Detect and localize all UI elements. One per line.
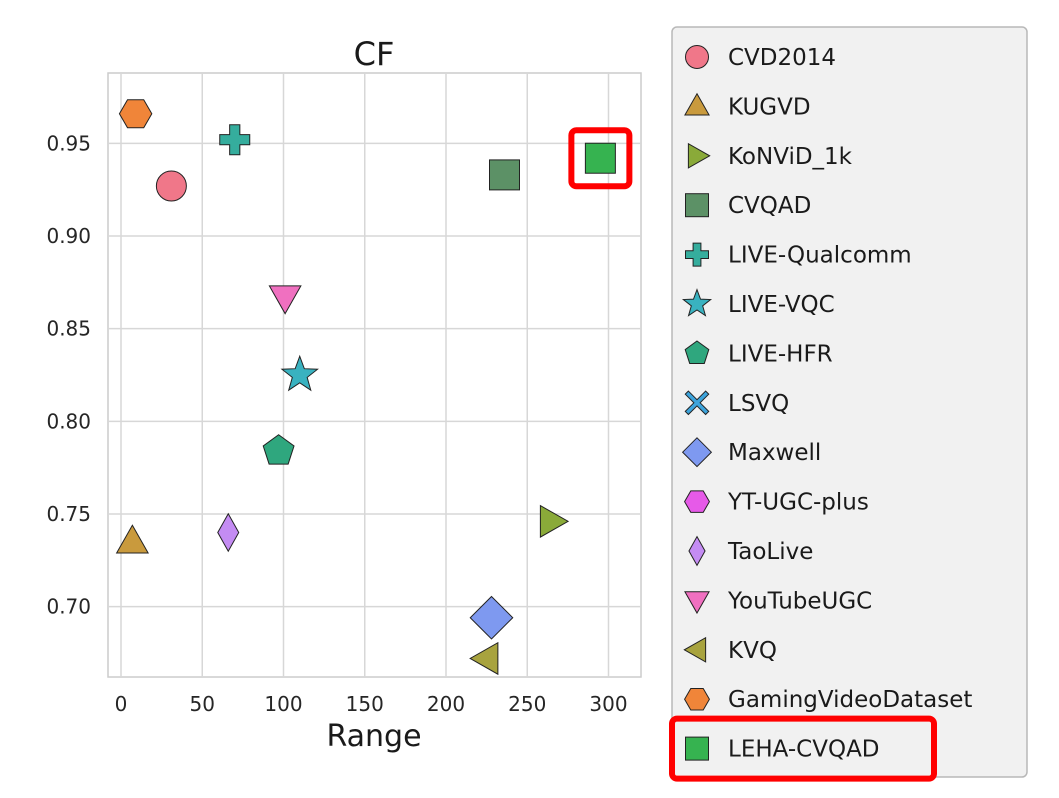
plot-area xyxy=(107,72,642,678)
point-kugvd xyxy=(115,524,149,554)
legend-label-kugvd: KUGVD xyxy=(728,94,811,120)
legend-label-live-qualcomm: LIVE-Qualcomm xyxy=(728,243,912,269)
point-leha-cvqad xyxy=(584,142,616,174)
legend-label-cvqad: CVQAD xyxy=(728,193,811,219)
point-cvqad xyxy=(489,159,520,191)
x-tick-label: 50 xyxy=(190,692,215,716)
highlight-rect-legend xyxy=(669,715,937,782)
legend-box xyxy=(671,26,1028,778)
point-youtubeugc xyxy=(268,285,302,315)
x-axis-label: Range xyxy=(326,719,421,754)
y-tick-label: 0.75 xyxy=(46,502,91,526)
legend-marker-youtubeugc xyxy=(684,591,710,615)
y-tick-label: 0.80 xyxy=(46,409,91,433)
legend: CVD2014 KUGVD KoNViD_1k CVQAD LIVE-Qualcomm L… xyxy=(681,45,972,763)
x-tick-label: 100 xyxy=(264,692,302,716)
legend-marker-konvid-1k xyxy=(687,142,711,169)
x-tick-label: 150 xyxy=(346,692,384,716)
point-live-vqc xyxy=(280,354,319,392)
legend-marker-live-qualcomm xyxy=(685,242,709,267)
y-tick-label: 0.85 xyxy=(46,317,91,341)
point-live-qualcomm xyxy=(219,124,251,156)
legend-label-gamingvideodataset: GamingVideoDataset xyxy=(728,687,972,713)
legend-marker-gamingvideodataset xyxy=(684,687,710,711)
point-gamingvideodataset xyxy=(118,99,153,129)
legend-label-taolive: TaoLive xyxy=(727,539,813,565)
highlight-box-plot xyxy=(568,127,633,190)
legend-marker-maxwell xyxy=(681,437,713,468)
legend-label-live-hfr: LIVE-HFR xyxy=(728,341,833,367)
axis-ticks: 0 50 100 150 200 250 300 0.70 0.75 0.80 0.85 0.90 0.… xyxy=(46,131,627,716)
legend-label-yt-ugc-plus: YT-UGC-plus xyxy=(727,490,869,516)
y-tick-label: 0.70 xyxy=(46,595,91,619)
legend-marker-cvd2014 xyxy=(685,45,709,69)
legend-marker-live-hfr xyxy=(684,340,710,364)
point-kvq xyxy=(469,641,499,676)
legend-marker-kvq xyxy=(683,636,707,663)
legend-label-kvq: KVQ xyxy=(728,638,777,664)
x-tick-label: 0 xyxy=(115,692,128,716)
legend-marker-yt-ugc-plus xyxy=(684,490,710,513)
point-konvid-1k xyxy=(539,504,570,538)
x-tick-label: 300 xyxy=(589,692,627,716)
x-tick-label: 200 xyxy=(427,692,465,716)
legend-marker-kugvd xyxy=(684,92,710,116)
legend-marker-taolive xyxy=(688,535,706,567)
highlight-rect-plot xyxy=(568,127,633,190)
y-tick-label: 0.90 xyxy=(46,224,91,248)
legend-label-konvid-1k: KoNViD_1k xyxy=(728,144,853,170)
legend-label-lsvq: LSVQ xyxy=(728,391,789,417)
legend-marker-lsvq xyxy=(684,390,710,416)
legend-label-maxwell: Maxwell xyxy=(728,440,821,466)
point-live-hfr xyxy=(262,434,295,465)
legend-label-cvd2014: CVD2014 xyxy=(728,45,836,71)
chart-title: CF xyxy=(354,35,395,73)
legend-marker-live-vqc xyxy=(681,288,713,317)
legend-marker-leha-cvqad xyxy=(685,736,709,761)
legend-label-live-vqc: LIVE-VQC xyxy=(728,292,835,318)
y-tick-label: 0.95 xyxy=(46,131,91,155)
grid xyxy=(108,73,641,677)
legend-marker-cvqad xyxy=(685,193,709,218)
data-points xyxy=(115,99,616,676)
legend-label-leha-cvqad: LEHA-CVQAD xyxy=(728,737,880,763)
point-maxwell xyxy=(469,595,514,640)
x-tick-label: 250 xyxy=(508,692,546,716)
point-taolive xyxy=(217,512,240,553)
point-cvd2014 xyxy=(155,170,187,202)
legend-label-youtubeugc: YouTubeUGC xyxy=(727,588,872,614)
highlight-box-legend xyxy=(669,715,937,782)
